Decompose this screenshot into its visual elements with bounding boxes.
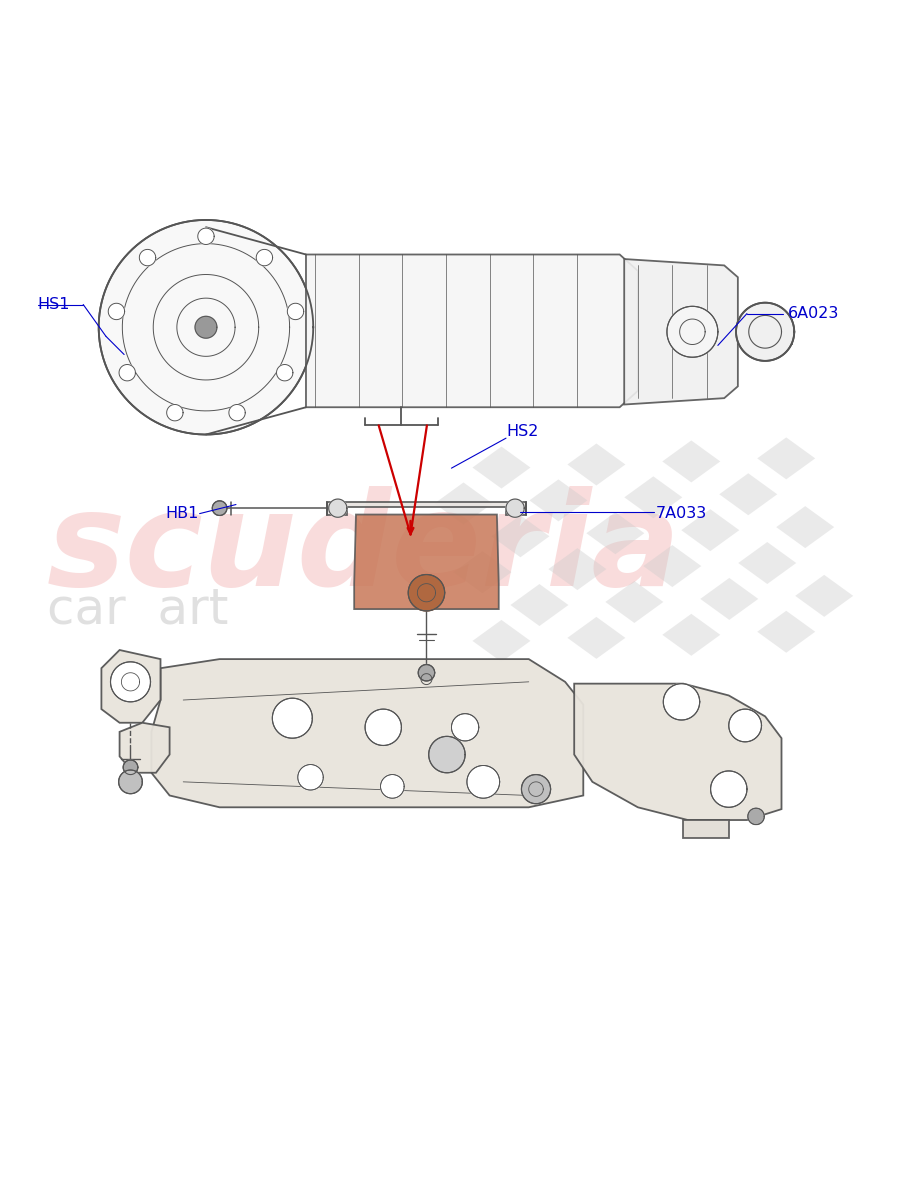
Polygon shape — [661, 440, 720, 482]
Polygon shape — [756, 437, 814, 479]
Polygon shape — [364, 709, 401, 745]
Polygon shape — [195, 317, 217, 338]
Polygon shape — [229, 404, 245, 421]
Polygon shape — [737, 542, 795, 584]
Polygon shape — [428, 737, 465, 773]
Polygon shape — [451, 714, 478, 740]
Polygon shape — [700, 578, 757, 620]
Polygon shape — [681, 509, 739, 551]
Polygon shape — [775, 506, 834, 548]
Polygon shape — [710, 770, 746, 808]
Polygon shape — [98, 220, 312, 434]
Polygon shape — [272, 698, 312, 738]
Text: HS2: HS2 — [506, 425, 537, 439]
Polygon shape — [328, 499, 346, 517]
Polygon shape — [472, 620, 530, 662]
Polygon shape — [276, 365, 292, 380]
Polygon shape — [756, 611, 814, 653]
Polygon shape — [326, 502, 526, 515]
Polygon shape — [108, 304, 125, 319]
Polygon shape — [453, 551, 511, 593]
Polygon shape — [491, 515, 548, 557]
Polygon shape — [662, 684, 699, 720]
Polygon shape — [719, 473, 776, 515]
Polygon shape — [110, 662, 150, 702]
Polygon shape — [418, 665, 435, 680]
Polygon shape — [353, 515, 498, 610]
Polygon shape — [548, 548, 606, 590]
Polygon shape — [794, 575, 853, 617]
Text: scuderia: scuderia — [46, 486, 681, 613]
Polygon shape — [472, 446, 530, 488]
Polygon shape — [198, 228, 214, 245]
Polygon shape — [256, 250, 272, 265]
Text: 7A033: 7A033 — [655, 506, 707, 521]
Polygon shape — [298, 764, 322, 790]
Polygon shape — [574, 684, 781, 820]
Polygon shape — [605, 581, 662, 623]
Polygon shape — [747, 809, 763, 824]
Polygon shape — [466, 766, 499, 798]
Polygon shape — [119, 365, 135, 380]
Polygon shape — [642, 545, 701, 587]
Polygon shape — [380, 774, 404, 798]
Polygon shape — [528, 479, 587, 521]
Polygon shape — [682, 820, 728, 839]
Text: car  art: car art — [46, 586, 228, 634]
Polygon shape — [666, 306, 717, 358]
Polygon shape — [306, 254, 637, 407]
Polygon shape — [586, 512, 644, 554]
Polygon shape — [434, 482, 492, 524]
Text: HS1: HS1 — [37, 298, 70, 312]
Polygon shape — [623, 259, 737, 404]
Polygon shape — [123, 760, 138, 774]
Text: 6A023: 6A023 — [787, 306, 838, 322]
Polygon shape — [510, 584, 568, 626]
Polygon shape — [151, 659, 583, 808]
Polygon shape — [167, 404, 183, 421]
Polygon shape — [567, 444, 625, 486]
Polygon shape — [506, 499, 524, 517]
Polygon shape — [287, 304, 303, 319]
Polygon shape — [521, 774, 550, 804]
Polygon shape — [119, 722, 169, 773]
Polygon shape — [101, 650, 160, 722]
Polygon shape — [118, 770, 142, 793]
Polygon shape — [735, 302, 793, 361]
Polygon shape — [624, 476, 681, 518]
Polygon shape — [212, 500, 227, 516]
Polygon shape — [139, 250, 156, 265]
Text: HB1: HB1 — [165, 506, 199, 521]
Polygon shape — [567, 617, 625, 659]
Polygon shape — [661, 614, 720, 656]
Polygon shape — [408, 575, 445, 611]
Polygon shape — [728, 709, 761, 742]
